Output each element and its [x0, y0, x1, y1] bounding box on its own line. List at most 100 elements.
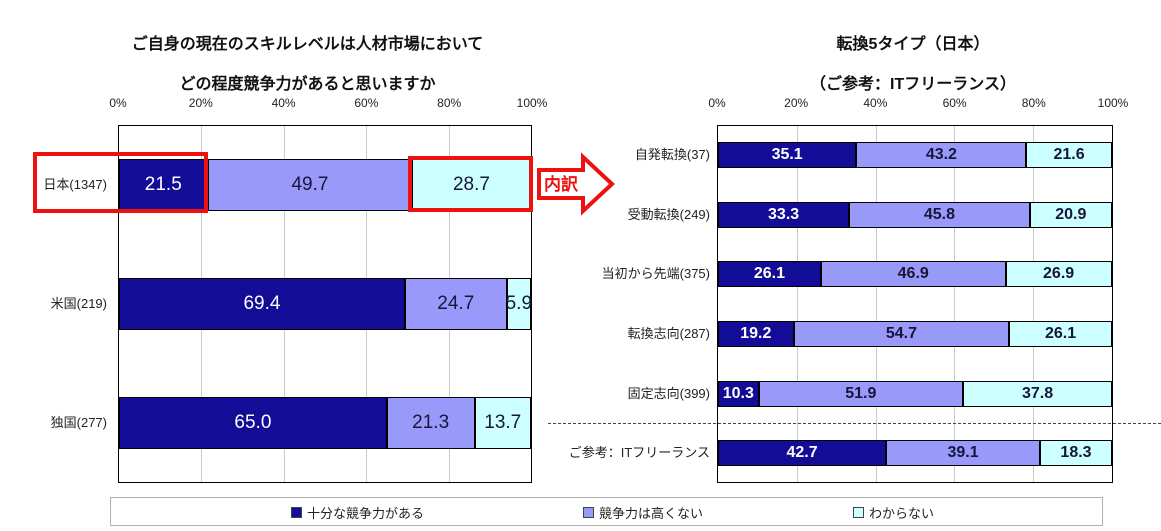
bar-segment: 26.1	[1009, 320, 1112, 347]
bar-value: 26.1	[1045, 324, 1077, 342]
legend-label-unknown: わからない	[869, 506, 935, 521]
left-chart-plot: 21.5 49.7 28.7 69.4 24.7 5.9 65.0 21.3 13.7	[118, 125, 532, 483]
bar-segment: 21.3	[386, 397, 475, 450]
bar-segment: 46.9	[820, 261, 1006, 288]
bar-value: 46.9	[897, 265, 929, 283]
stacked-bar: 19.2 54.7 26.1	[718, 320, 1112, 347]
stacked-bar: 10.3 51.9 37.8	[718, 380, 1112, 407]
bar-segment: 21.6	[1026, 141, 1112, 168]
bar-value: 21.6	[1053, 145, 1085, 163]
bar-value: 39.1	[947, 444, 979, 462]
highlight-box-unknown-segment	[408, 156, 533, 212]
bar-segment: 5.9	[505, 278, 533, 330]
bar-segment: 39.1	[886, 440, 1040, 467]
legend-swatch-sufficient-icon	[291, 507, 302, 518]
bar-segment: 33.3	[718, 201, 850, 228]
bar-value: 35.1	[771, 145, 803, 163]
bar-value: 42.7	[786, 444, 818, 462]
stacked-bar: 26.1 46.9 26.9	[718, 261, 1112, 288]
bar-value: 28.7	[452, 173, 490, 195]
bar-segment: 24.7	[404, 278, 507, 330]
bar-segment: 51.9	[758, 380, 964, 407]
stacked-bar: 33.3 45.8 20.9	[718, 201, 1112, 228]
legend-box: 十分な競争力がある 競争力は高くない わからない	[110, 497, 1103, 526]
breakdown-arrow: 内訳	[537, 152, 615, 216]
bar-value: 69.4	[243, 293, 281, 314]
axis-tick: 60%	[354, 96, 379, 110]
axis-tick: 40%	[271, 96, 296, 110]
axis-tick: 80%	[1021, 96, 1046, 110]
gridline	[1033, 126, 1035, 482]
breakdown-arrow-label: 内訳	[544, 174, 579, 194]
bar-segment: 45.8	[849, 201, 1030, 228]
category-label: 固定志向(399)	[627, 385, 710, 401]
left-chart-title: ご自身の現在のスキルレベルは人材市場において どの程度競争力があると思いますか	[95, 25, 520, 105]
bar-segment: 43.2	[856, 141, 1027, 168]
category-label: 受動転換(249)	[627, 206, 710, 222]
axis-tick: 100%	[516, 96, 548, 110]
legend-item-unknown: わからない	[853, 503, 934, 522]
axis-tick: 0%	[708, 96, 726, 110]
bar-value: 49.7	[291, 173, 329, 195]
bar-value: 13.7	[484, 412, 522, 434]
left-chart-title-line1: ご自身の現在のスキルレベルは人材市場において	[131, 36, 484, 53]
reference-separator-line	[548, 423, 1161, 424]
bar-value: 37.8	[1021, 384, 1054, 402]
bar-value: 5.9	[505, 293, 533, 314]
gridline	[954, 126, 956, 482]
bar-value: 54.7	[885, 324, 917, 342]
bar-value: 21.5	[144, 173, 182, 195]
axis-tick: 0%	[109, 96, 127, 110]
bar-segment: 42.7	[718, 440, 887, 467]
legend-swatch-unknown-icon	[853, 507, 864, 518]
category-label: 当初から先端(375)	[601, 266, 710, 282]
stacked-bar: 35.1 43.2 21.6	[718, 141, 1112, 168]
category-label: ご参考：ITフリーランス	[568, 445, 710, 461]
gridline	[875, 126, 877, 482]
bar-segment: 10.3	[718, 380, 759, 407]
bar-segment: 54.7	[793, 320, 1010, 347]
bar-segment: 19.2	[718, 320, 794, 347]
bar-value: 65.0	[234, 412, 272, 434]
bar-value: 18.3	[1060, 444, 1092, 462]
legend-swatch-not-high-icon	[583, 507, 594, 518]
breakdown-arrow-shape	[537, 152, 615, 216]
axis-tick: 40%	[863, 96, 888, 110]
highlight-box-japan-row	[33, 152, 208, 213]
bar-value: 19.2	[740, 324, 772, 342]
bar-value: 26.9	[1043, 265, 1075, 283]
axis-tick: 80%	[437, 96, 462, 110]
bar-segment: 49.7	[207, 158, 413, 211]
bar-value: 26.1	[753, 265, 785, 283]
right-chart-title-line1: 転換5タイプ（日本）	[836, 36, 990, 53]
bar-value: 45.8	[923, 205, 955, 223]
legend-item-not-high: 競争力は高くない	[583, 503, 703, 522]
bar-value: 43.2	[925, 145, 957, 163]
stacked-bar: 65.0 21.3 13.7	[119, 397, 531, 450]
bar-segment: 20.9	[1029, 201, 1112, 228]
legend-label-sufficient: 十分な競争力がある	[307, 506, 425, 521]
category-label: 独国(277)	[50, 415, 107, 431]
bar-value: 20.9	[1055, 205, 1087, 223]
bar-segment: 37.8	[963, 380, 1112, 407]
bar-segment: 69.4	[119, 278, 405, 330]
category-label: 自発転換(37)	[634, 146, 710, 162]
stacked-bar: 69.4 24.7 5.9	[119, 278, 533, 330]
right-chart-plot: 35.1 43.2 21.6 33.3 45.8 20.9 26.1 46.9 26.9 19.2…	[717, 125, 1113, 483]
axis-tick: 60%	[942, 96, 967, 110]
legend-item-sufficient: 十分な競争力がある	[291, 503, 424, 522]
bar-value: 10.3	[722, 384, 754, 402]
right-chart-title: 転換5タイプ（日本） （ご参考：ITフリーランス）	[713, 25, 1113, 105]
bar-segment: 65.0	[119, 397, 387, 450]
bar-segment: 26.1	[718, 261, 821, 288]
axis-tick: 100%	[1097, 96, 1129, 110]
category-label: 転換志向(287)	[627, 325, 710, 341]
bar-segment: 26.9	[1005, 261, 1112, 288]
stacked-bar: 42.7 39.1 18.3	[718, 440, 1113, 467]
bar-value: 24.7	[437, 293, 475, 314]
right-chart-title-line2: （ご参考：ITフリーランス）	[810, 76, 1016, 93]
gridline	[796, 126, 798, 482]
bar-value: 21.3	[412, 412, 450, 434]
category-label: 日本(1347)	[43, 176, 107, 192]
